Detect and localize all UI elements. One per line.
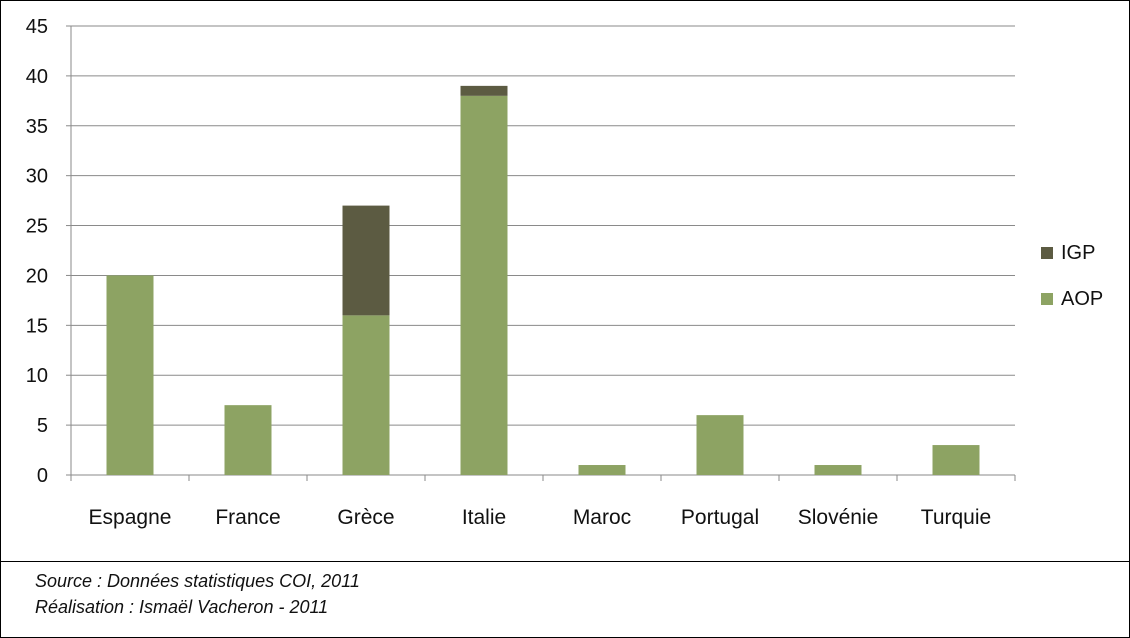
bar-igp-italie [460, 85, 508, 96]
source-note: Source : Données statistiques COI, 2011 [35, 571, 360, 591]
y-tick-label: 25 [26, 216, 48, 238]
x-tick-label: Italie [462, 506, 506, 529]
y-tick-label: 15 [26, 315, 48, 337]
x-tick-label: France [215, 506, 280, 529]
bar-aop-espagne [106, 275, 154, 475]
y-tick-label: 10 [26, 365, 48, 387]
bar-aop-slovénie [814, 465, 862, 475]
bar-aop-italie [460, 95, 508, 475]
chart-area: 0 5 10 15 20 25 30 35 40 45 Espagne France Grèce Ital… [1, 1, 1129, 562]
bar-aop-turquie [932, 445, 980, 475]
y-tick-label: 35 [26, 116, 48, 138]
bar-aop-portugal [696, 415, 744, 475]
bar-aop-maroc [578, 465, 626, 475]
x-tick-label: Turquie [921, 506, 991, 529]
y-tick-label: 20 [26, 265, 48, 287]
x-tick-label: Espagne [89, 506, 172, 529]
chart-notes: Source : Données statistiques COI, 2011 … [35, 568, 360, 620]
bar-aop-france [224, 405, 272, 475]
legend-swatch-igp [1041, 247, 1053, 259]
x-tick-label: Grèce [337, 506, 394, 529]
stacked-bar-chart: 0 5 10 15 20 25 30 35 40 45 Espagne France Grèce Ital… [26, 16, 1104, 529]
x-tick-label: Maroc [573, 506, 631, 529]
y-tick-label: 5 [37, 415, 48, 437]
legend-label-igp: IGP [1061, 242, 1095, 264]
y-tick-label: 30 [26, 166, 48, 188]
legend-label-aop: AOP [1061, 288, 1103, 310]
bar-igp-grèce [342, 205, 390, 316]
realisation-note: Réalisation : Ismaël Vacheron - 2011 [35, 597, 329, 617]
legend-swatch-aop [1041, 293, 1053, 305]
bar-aop-grèce [342, 315, 390, 475]
x-tick-label: Slovénie [798, 506, 879, 529]
y-tick-label: 40 [26, 66, 48, 88]
y-tick-label: 45 [26, 16, 48, 38]
y-tick-label: 0 [37, 465, 48, 487]
x-tick-label: Portugal [681, 506, 759, 529]
